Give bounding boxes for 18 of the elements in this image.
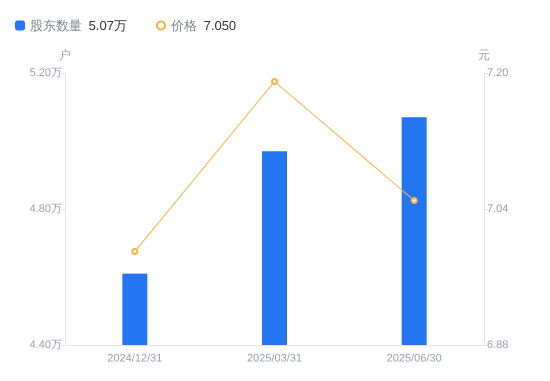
y2-axis-title: 元 [478, 48, 490, 62]
y2-tick-label: 6.88 [487, 339, 508, 351]
y-axis-title: 户 [59, 48, 71, 62]
y-tick-label: 4.40万 [30, 339, 62, 351]
x-tick-label: 2024/12/31 [107, 352, 162, 364]
text: 5.07万 [88, 18, 127, 33]
y-tick-label: 5.20万 [30, 67, 62, 79]
legend-label: 股东数量 [30, 18, 82, 33]
y2-tick-label: 7.04 [487, 203, 508, 215]
point [271, 78, 278, 85]
x-tick-label: 2025/06/30 [386, 352, 442, 364]
y-tick-label: 4.80万 [30, 203, 62, 215]
legend-label: 价格 [170, 18, 197, 33]
y2-tick-label: 7.20 [487, 67, 508, 79]
point [410, 197, 418, 204]
text: 7.050 [204, 18, 236, 33]
point [131, 248, 138, 255]
x-tick-label: 2025/03/31 [246, 352, 302, 364]
